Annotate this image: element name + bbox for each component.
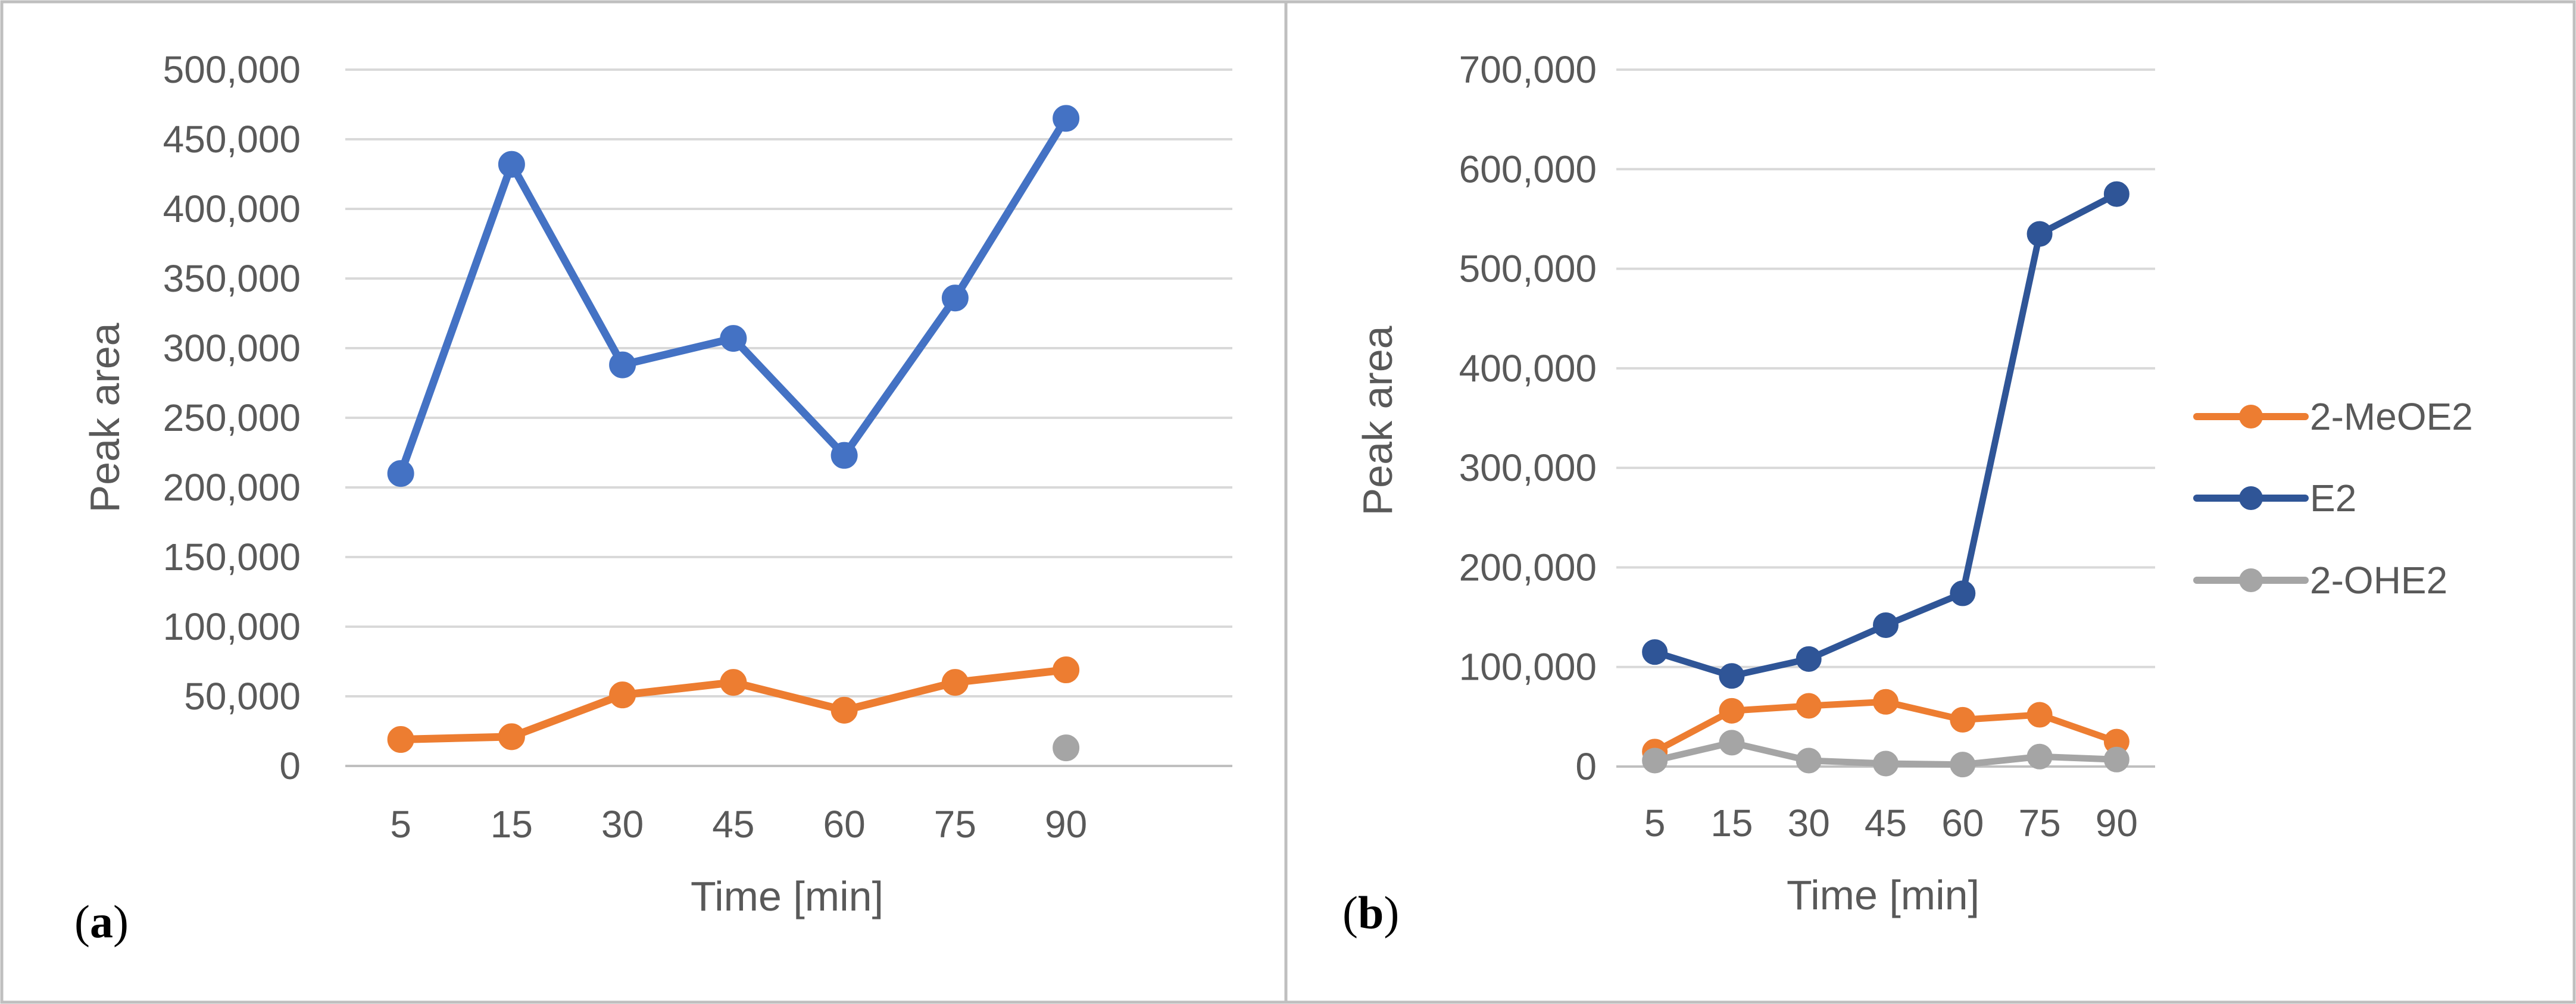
- panel-a-x-tick-label: 45: [712, 803, 754, 846]
- panel-b-x-axis-title: Time [min]: [1787, 872, 1979, 918]
- panel-b-data-point-2-ohe2: [2103, 746, 2130, 772]
- panel-a-y-axis-title: Peak area: [82, 323, 128, 512]
- panel-a-data-point-2-meoe2: [387, 726, 414, 753]
- panel-b-data-point-e2: [1642, 639, 1668, 665]
- panel-b-legend: 2-MeOE2 E2 2-OHE2: [2193, 395, 2473, 602]
- panel-b-data-point-2-ohe2: [1719, 730, 1745, 756]
- panel-a-chart: 0 50,000 100,000 150,000 200,000 250,000 300,0…: [74, 48, 1232, 947]
- panel-a-y-tick-label: 300,000: [163, 327, 301, 370]
- panel-a-data-point-e2: [498, 151, 525, 178]
- panel-b-x-tick-label: 15: [1710, 802, 1753, 845]
- panel-b-x-tick-label: 60: [1941, 802, 1984, 845]
- panel-b-chart: 0 100,000 200,000 300,000 400,000 500,000 600,…: [1342, 48, 2155, 939]
- panel-b-label: (b): [1342, 887, 1399, 939]
- panel-b-data-point-e2: [2027, 221, 2053, 247]
- panel-a-y-tick-label: 100,000: [163, 605, 301, 648]
- panel-a-y-tick-label: 150,000: [163, 536, 301, 578]
- panel-b-y-axis-title: Peak area: [1354, 326, 1401, 515]
- panel-a-label-letter: a: [90, 896, 113, 947]
- panel-a-y-tick-label: 50,000: [184, 675, 301, 718]
- panel-a-y-tick-label: 250,000: [163, 396, 301, 439]
- panel-a-data-point-e2: [830, 442, 858, 469]
- panel-b-x-tick-label: 45: [1865, 802, 1907, 845]
- panel-a-y-tick-label: 200,000: [163, 466, 301, 509]
- panel-b-data-point-2-ohe2: [1873, 750, 1899, 777]
- legend-label-2-ohe2: 2-OHE2: [2310, 559, 2447, 602]
- panel-a-data-point-2-meoe2: [720, 669, 747, 696]
- panel-b-data-point-2-ohe2: [1642, 747, 1668, 774]
- panel-a-data-point-2-meoe2: [609, 681, 636, 709]
- panel-b-y-tick-label: 100,000: [1459, 646, 1597, 689]
- panel-a-x-tick-label: 5: [390, 803, 411, 846]
- panel-b-data-point-2-ohe2: [1950, 752, 1976, 778]
- panel-a-data-point-e2: [941, 284, 969, 312]
- panel-b-y-tick-label: 400,000: [1459, 347, 1597, 390]
- panel-b-data-point-e2: [1719, 663, 1745, 689]
- legend-swatch-marker-2-ohe2: [2239, 568, 2263, 592]
- panel-b-data-point-2-meoe2: [1873, 689, 1899, 715]
- panel-a-data-point-e2: [609, 351, 636, 379]
- panel-b-data-point-2-meoe2: [1796, 693, 1822, 719]
- panel-a-x-tick-label: 90: [1045, 803, 1087, 846]
- panel-b-label-letter: b: [1358, 887, 1384, 939]
- legend-label-2-meoe2: 2-MeOE2: [2310, 395, 2473, 438]
- panel-b-y-tick-labels: 0 100,000 200,000 300,000 400,000 500,000 600,…: [1459, 48, 1597, 788]
- panel-a-data-point-2-meoe2: [1053, 656, 1080, 684]
- panel-a-x-tick-label: 75: [934, 803, 976, 846]
- panel-a-gridlines: [345, 68, 1232, 698]
- panel-b-data-point-e2: [1873, 612, 1899, 638]
- panel-a-x-tick-label: 15: [491, 803, 533, 846]
- panel-a-x-tick-label: 30: [601, 803, 644, 846]
- panel-b-data-point-2-meoe2: [1719, 698, 1745, 724]
- panel-a-data-point-2-meoe2: [941, 669, 969, 696]
- panel-a-y-tick-label: 450,000: [163, 118, 301, 161]
- legend-swatch-marker-2-meoe2: [2239, 405, 2263, 429]
- panel-b-data-point-2-ohe2: [1796, 747, 1822, 774]
- panel-a-y-tick-label: 500,000: [163, 48, 301, 91]
- panel-a-data-point-e2: [720, 325, 747, 352]
- panel-a-data-point-e2: [1053, 105, 1080, 132]
- panel-b-data-point-2-meoe2: [1950, 706, 1976, 733]
- panel-b-y-tick-label: 300,000: [1459, 446, 1597, 489]
- panel-b-data-point-e2: [1796, 646, 1822, 672]
- panel-a-data-point-2-ohe2: [1053, 734, 1080, 762]
- panel-b-y-tick-label: 500,000: [1459, 248, 1597, 290]
- panel-b-x-tick-label: 75: [2018, 802, 2060, 845]
- panel-a-series: [387, 105, 1080, 762]
- panel-b-x-tick-labels: 5 15 30 45 60 75 90: [1644, 802, 2138, 845]
- panel-b-gridlines: [1616, 68, 2155, 668]
- panel-b-data-point-2-meoe2: [2027, 702, 2053, 728]
- panel-a-data-point-e2: [387, 460, 414, 487]
- panel-a-y-tick-label: 0: [279, 745, 301, 787]
- panel-b-y-tick-label: 0: [1575, 745, 1597, 788]
- panel-a-y-tick-label: 350,000: [163, 257, 301, 300]
- panel-a-x-tick-labels: 5 15 30 45 60 75 90: [390, 803, 1087, 846]
- panel-b-y-tick-label: 700,000: [1459, 48, 1597, 91]
- panel-a-data-point-2-meoe2: [830, 696, 858, 724]
- panel-b-y-tick-label: 200,000: [1459, 546, 1597, 589]
- panel-b-x-tick-label: 90: [2096, 802, 2138, 845]
- panel-a-data-point-2-meoe2: [498, 723, 525, 750]
- panel-b-data-point-e2: [2103, 181, 2130, 207]
- panel-b-data-point-2-ohe2: [2027, 743, 2053, 770]
- panel-b-x-tick-label: 5: [1644, 802, 1666, 845]
- panel-b-y-tick-label: 600,000: [1459, 148, 1597, 190]
- legend-label-e2: E2: [2310, 477, 2356, 520]
- panel-b-x-tick-label: 30: [1788, 802, 1830, 845]
- panel-a-y-tick-label: 400,000: [163, 187, 301, 230]
- legend-swatch-marker-e2: [2239, 486, 2263, 510]
- panel-b-data-point-e2: [1950, 580, 1976, 606]
- panel-b-series: [1642, 181, 2130, 778]
- panel-a-x-tick-label: 60: [823, 803, 866, 846]
- panel-a-x-axis-title: Time [min]: [691, 873, 883, 919]
- panel-a-label: (a): [74, 896, 129, 947]
- panel-a-y-tick-labels: 0 50,000 100,000 150,000 200,000 250,000 300,0…: [163, 48, 301, 787]
